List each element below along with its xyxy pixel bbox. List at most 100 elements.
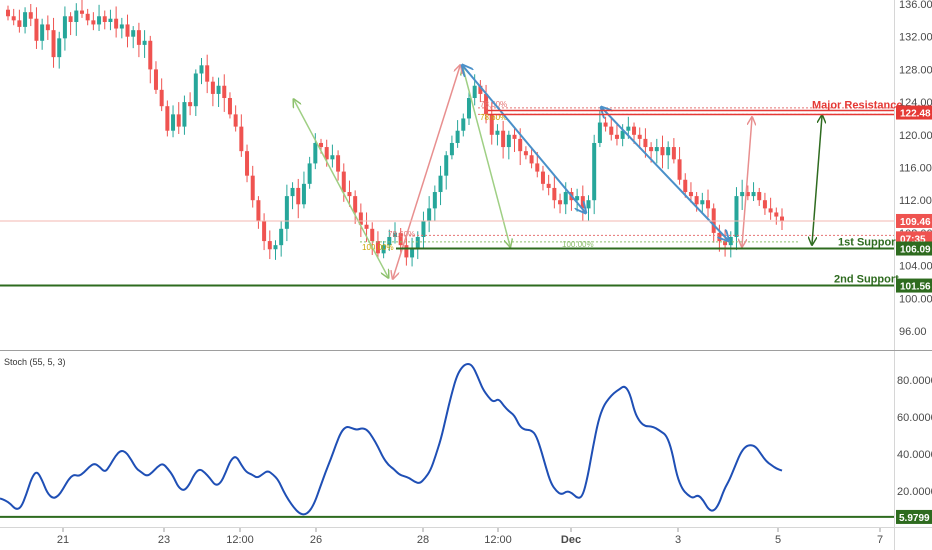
candle-body xyxy=(45,24,50,31)
first-support-label: 1st Support xyxy=(838,237,899,249)
candle-body xyxy=(74,10,79,22)
candle-body xyxy=(6,9,10,17)
target-arrow[interactable] xyxy=(812,116,822,244)
candle xyxy=(239,114,244,157)
candle xyxy=(279,220,284,257)
candle-body xyxy=(341,171,346,193)
candle-body xyxy=(108,18,113,22)
candle-body xyxy=(216,85,221,94)
candle-body xyxy=(671,147,676,160)
price-tag: 106.09 xyxy=(896,241,932,256)
candle-body xyxy=(199,65,204,74)
levels-layer[interactable]: Major Resistance 1st Support 2nd Support xyxy=(0,100,902,287)
impulse-arrow[interactable] xyxy=(393,66,460,278)
candle xyxy=(142,30,147,58)
fib-label: 100.00% xyxy=(362,243,394,252)
candle-body xyxy=(506,134,511,148)
candle-body xyxy=(159,89,164,107)
corrective-arrow[interactable] xyxy=(463,66,585,212)
candle xyxy=(51,17,56,68)
candle-body xyxy=(558,200,563,205)
candle xyxy=(45,15,50,40)
candle xyxy=(768,197,773,220)
candle-body xyxy=(700,200,705,205)
time-tick-label: 12:00 xyxy=(484,534,512,546)
time-axis[interactable]: 21 23 12:00 26 28 12:00 Dec 3 5 7 xyxy=(57,528,883,546)
candle-body xyxy=(256,200,261,221)
candle xyxy=(91,12,96,31)
candle-body xyxy=(518,138,523,152)
candle xyxy=(199,57,204,85)
candle-body xyxy=(301,183,306,205)
candle-body xyxy=(205,65,210,82)
candle-body xyxy=(319,142,324,148)
candle xyxy=(222,74,227,112)
time-tick-label: 3 xyxy=(675,534,681,546)
price-tag-text: 07:35 xyxy=(900,234,926,245)
resistance-label: Major Resistance xyxy=(812,100,902,112)
candle-body xyxy=(774,212,779,217)
price-tick-label: 128.00 xyxy=(899,64,932,76)
candle-body xyxy=(91,20,96,25)
price-tag-bg xyxy=(896,278,932,293)
candle-body xyxy=(740,192,745,197)
candle-body xyxy=(654,147,659,152)
candle-body xyxy=(176,114,181,127)
price-tick-label: 120.00 xyxy=(899,130,932,142)
price-tick-label: 132.00 xyxy=(899,32,932,44)
stoch-title: Stoch (55, 5, 3) xyxy=(4,357,66,367)
candle-body xyxy=(296,187,301,205)
stoch-tag: 5.9799 xyxy=(896,509,932,524)
candle-body xyxy=(23,12,28,27)
candle-body xyxy=(188,102,193,107)
candle xyxy=(227,92,232,119)
candle xyxy=(256,196,261,229)
candle xyxy=(734,187,739,251)
candle xyxy=(148,35,153,84)
candle xyxy=(114,6,119,38)
price-tick-label: 96.00 xyxy=(899,326,927,338)
price-tag-bg xyxy=(896,241,932,256)
candle xyxy=(171,105,176,138)
stoch-tick-label: 80.0000 xyxy=(897,375,932,387)
candle-body xyxy=(632,126,637,135)
candle-body xyxy=(119,24,124,29)
candle-body xyxy=(51,30,56,58)
candle xyxy=(85,8,90,26)
candle-body xyxy=(597,122,602,143)
corrective-arrow[interactable] xyxy=(602,108,728,240)
candle xyxy=(102,10,107,30)
candle xyxy=(125,14,130,48)
candle-body xyxy=(142,40,147,45)
candle-body xyxy=(552,187,557,201)
candle xyxy=(216,77,221,108)
fib-label: 78.60% xyxy=(388,230,415,239)
price-tick-label: 136.00 xyxy=(899,0,932,11)
candle-body xyxy=(461,118,466,131)
fib-label: 100.00% xyxy=(562,240,594,249)
candle-body xyxy=(529,155,534,164)
stoch-tag-text: 5.9799 xyxy=(899,513,930,524)
stoch-axis[interactable]: 80.0000 60.0000 40.0000 20.0000 xyxy=(897,375,932,498)
price-tick-label: 100.00 xyxy=(899,293,932,305)
price-axis[interactable]: 136.00132.00128.00124.00120.00116.00112.… xyxy=(899,0,932,338)
candle xyxy=(774,207,779,225)
candle-body xyxy=(592,142,597,201)
candle xyxy=(284,184,289,242)
candle-body xyxy=(11,16,16,21)
candle-body xyxy=(717,232,722,242)
candle-body xyxy=(677,159,682,180)
candle-body xyxy=(279,228,284,246)
price-tag-text: 106.09 xyxy=(900,245,931,256)
impulse-arrow[interactable] xyxy=(742,118,752,246)
candle xyxy=(245,144,250,183)
candle-body xyxy=(245,151,250,176)
candle-body xyxy=(233,114,238,127)
candle-body xyxy=(421,220,426,237)
stoch-tag-bg xyxy=(896,509,932,524)
abcd-arrow[interactable] xyxy=(294,100,388,277)
candle xyxy=(159,78,164,112)
candle-body xyxy=(62,16,67,39)
